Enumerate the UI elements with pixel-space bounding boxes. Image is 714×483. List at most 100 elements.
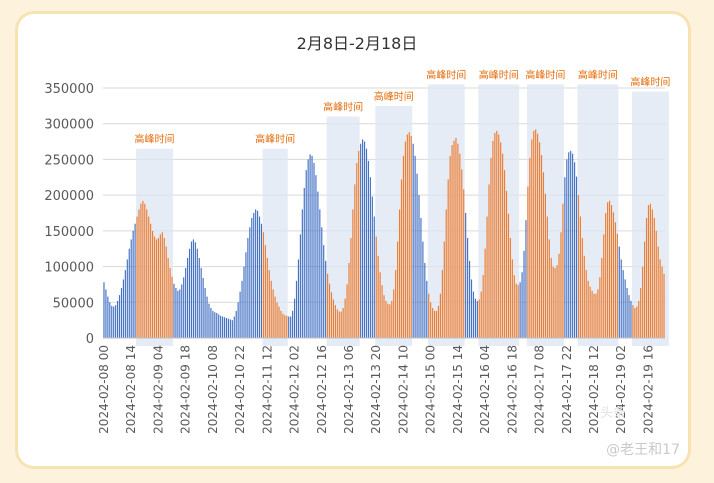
bar <box>323 245 325 338</box>
bar <box>502 153 504 338</box>
x-tick-label: 2024-02-13 06 <box>342 345 356 434</box>
bar <box>187 258 189 338</box>
bar <box>138 209 140 338</box>
bar <box>307 159 309 338</box>
bar <box>223 317 226 338</box>
bar <box>148 216 150 338</box>
bar <box>348 263 350 338</box>
bar <box>618 246 620 338</box>
bar <box>381 285 383 338</box>
bar <box>305 170 307 338</box>
bar <box>278 306 280 338</box>
bar <box>628 295 630 338</box>
bar <box>408 132 410 338</box>
y-tick-label: 350000 <box>44 82 94 97</box>
bar <box>659 259 661 338</box>
bar <box>167 258 169 338</box>
bar <box>570 150 572 338</box>
x-tick-label: 2024-02-10 22 <box>233 345 247 434</box>
bar <box>245 252 247 338</box>
bar <box>183 277 185 338</box>
peak-label: 高峰时间 <box>135 133 175 146</box>
bar <box>140 203 142 338</box>
bar <box>315 175 317 338</box>
bar <box>371 196 373 338</box>
bar <box>262 232 265 338</box>
bar <box>430 302 432 338</box>
y-tick-label: 150000 <box>44 225 94 240</box>
bar <box>568 152 570 338</box>
bar <box>311 155 313 338</box>
bar <box>332 299 335 338</box>
bar <box>610 205 613 338</box>
bar <box>507 213 510 338</box>
bar <box>132 230 134 338</box>
bar <box>498 134 500 338</box>
bar <box>109 302 111 338</box>
bar <box>113 306 115 338</box>
y-tick-label: 250000 <box>44 153 94 168</box>
bar <box>264 245 266 338</box>
bar <box>595 293 597 338</box>
bar <box>538 142 541 338</box>
x-tick-label: 2024-02-15 14 <box>451 345 465 434</box>
x-tick-label: 2024-02-12 16 <box>315 345 329 434</box>
bar <box>153 236 156 338</box>
bar <box>509 238 511 338</box>
bar <box>196 248 198 338</box>
bar <box>210 308 212 338</box>
x-tick-label: 2024-02-19 16 <box>641 345 655 434</box>
bar <box>622 270 624 338</box>
bar <box>435 310 438 338</box>
bar <box>414 155 416 338</box>
bar <box>653 218 655 338</box>
peak-label: 高峰时间 <box>374 90 414 103</box>
bar <box>521 272 523 338</box>
chart-title: 2月8日-2月18日 <box>296 34 418 53</box>
bar <box>362 139 364 338</box>
bar <box>340 311 342 338</box>
peak-label: 高峰时间 <box>255 133 295 146</box>
bar <box>220 315 222 338</box>
x-tick-label: 2024-02-14 10 <box>396 345 410 434</box>
bar <box>540 155 543 338</box>
bar <box>317 191 319 338</box>
bar <box>367 160 370 338</box>
bar <box>358 150 360 338</box>
bar <box>515 283 517 338</box>
bar <box>645 218 648 338</box>
bar <box>395 270 397 338</box>
bar <box>200 268 202 338</box>
bar <box>546 216 548 338</box>
bar <box>503 170 506 338</box>
bar <box>336 309 338 338</box>
bar <box>500 142 502 338</box>
bar <box>492 140 494 338</box>
bar <box>605 213 607 338</box>
x-tick-label: 2024-02-11 12 <box>260 345 274 434</box>
bar <box>426 280 428 338</box>
bar <box>562 203 564 338</box>
bar <box>663 273 665 338</box>
bar <box>589 286 591 338</box>
bar <box>453 140 455 338</box>
bar <box>313 163 315 338</box>
bar <box>169 268 171 338</box>
x-tick-label: 2024-02-12 02 <box>288 345 302 434</box>
bar <box>198 258 200 338</box>
bar <box>155 239 158 338</box>
bar <box>607 202 609 338</box>
x-tick-label: 2024-02-15 00 <box>424 345 438 434</box>
bar <box>531 139 533 338</box>
y-tick-label: 100000 <box>44 261 94 276</box>
bar <box>467 238 469 338</box>
bar <box>115 305 117 338</box>
bar <box>356 163 358 338</box>
bar <box>288 316 290 338</box>
bar <box>286 315 288 338</box>
bar <box>476 300 478 338</box>
bar <box>107 296 109 338</box>
bar <box>379 272 381 338</box>
bar <box>529 158 531 338</box>
bar <box>134 223 136 338</box>
